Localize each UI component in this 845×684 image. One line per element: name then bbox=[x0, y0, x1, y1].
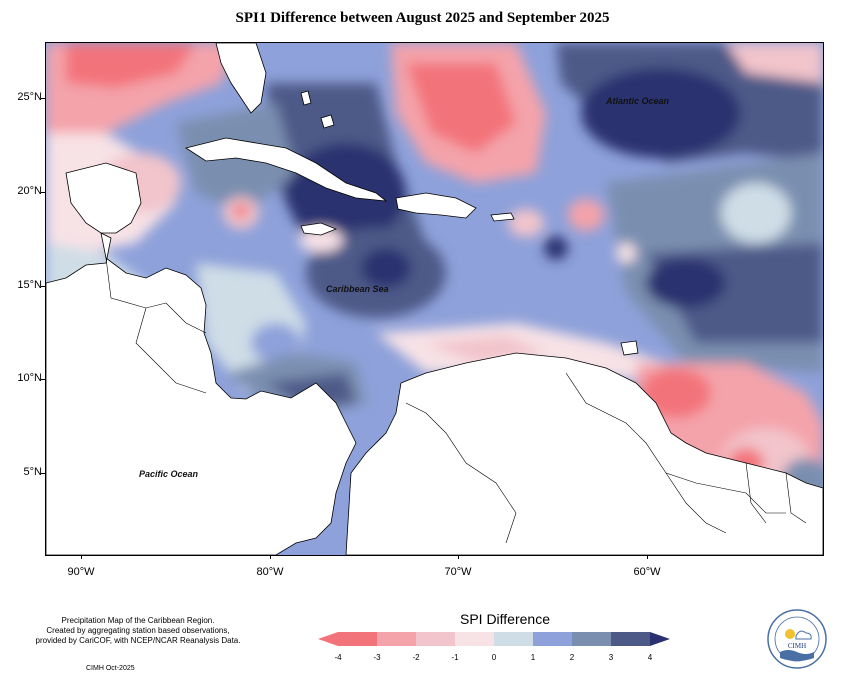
cloud-icon bbox=[795, 630, 812, 640]
map-title: SPI1 Difference between August 2025 and … bbox=[235, 10, 610, 26]
land bbox=[46, 43, 823, 555]
wave-icon bbox=[780, 650, 814, 661]
label-atlantic-ocean: Atlantic Ocean bbox=[605, 96, 670, 106]
legend-swatch bbox=[533, 632, 572, 646]
map-panel: Atlantic Ocean Caribbean Sea Pacific Oce… bbox=[45, 42, 824, 556]
legend-title: SPI Difference bbox=[459, 611, 550, 627]
legend-tick-label: 0 bbox=[492, 653, 497, 662]
footnote-line-1: Precipitation Map of the Caribbean Regio… bbox=[61, 616, 215, 625]
lon-tick-70: 70°W bbox=[444, 566, 472, 578]
lon-tick-80: 80°W bbox=[256, 566, 284, 578]
legend-tick-label: 4 bbox=[648, 653, 653, 662]
lat-tickmark bbox=[41, 379, 45, 380]
footnote: Precipitation Map of the Caribbean Regio… bbox=[18, 616, 258, 646]
cimh-logo: CIMH bbox=[766, 608, 828, 670]
lon-tick-60: 60°W bbox=[633, 566, 661, 578]
footnote-line-3: provided by CariCOF, with NCEP/NCAR Rean… bbox=[35, 636, 241, 645]
lat-tickmark bbox=[41, 98, 45, 99]
label-caribbean-sea: Caribbean Sea bbox=[326, 284, 389, 294]
lat-tickmark bbox=[41, 286, 45, 287]
logo-text: CIMH bbox=[788, 642, 806, 650]
footnote-line-2: Created by aggregating station based obs… bbox=[46, 626, 230, 635]
legend-swatch bbox=[377, 632, 416, 646]
lat-tick-10: 10°N bbox=[17, 372, 42, 384]
lon-tickmark bbox=[458, 555, 459, 559]
lon-tickmark bbox=[647, 555, 648, 559]
legend-tick-label: -3 bbox=[373, 653, 381, 662]
legend-arrow-high bbox=[650, 632, 670, 646]
label-pacific-ocean: Pacific Ocean bbox=[139, 469, 199, 479]
legend-tick-label: -4 bbox=[334, 653, 342, 662]
lon-tickmark bbox=[81, 555, 82, 559]
sun-icon bbox=[785, 629, 795, 639]
legend-tick-label: -2 bbox=[412, 653, 420, 662]
lat-tick-25: 25°N bbox=[17, 91, 42, 103]
legend-arrow-low bbox=[318, 632, 338, 646]
lat-tickmark bbox=[41, 473, 45, 474]
legend-swatch bbox=[572, 632, 611, 646]
lon-tick-90: 90°W bbox=[67, 566, 95, 578]
spi-difference-map: Atlantic Ocean Caribbean Sea Pacific Oce… bbox=[46, 43, 823, 555]
legend-swatch bbox=[338, 632, 377, 646]
borders bbox=[105, 257, 807, 544]
legend-colorbar: -4 -3 -2 -1 0 1 2 3 4 bbox=[318, 632, 670, 662]
legend-tick-label: 2 bbox=[570, 653, 575, 662]
lat-tick-20: 20°N bbox=[17, 185, 42, 197]
legend-swatch bbox=[455, 632, 494, 646]
lon-tickmark bbox=[270, 555, 271, 559]
legend-tick-label: 1 bbox=[531, 653, 536, 662]
legend-swatch bbox=[611, 632, 650, 646]
legend-tick-label: -1 bbox=[451, 653, 459, 662]
lat-tickmark bbox=[41, 192, 45, 193]
color-legend: -4 -3 -2 -1 0 1 2 3 4 bbox=[314, 630, 684, 666]
credit-date: CIMH Oct-2025 bbox=[86, 665, 135, 672]
legend-swatch bbox=[494, 632, 533, 646]
legend-swatch bbox=[416, 632, 455, 646]
lat-tick-15: 15°N bbox=[17, 279, 42, 291]
legend-tick-label: 3 bbox=[609, 653, 614, 662]
lat-tick-5: 5°N bbox=[23, 466, 42, 478]
